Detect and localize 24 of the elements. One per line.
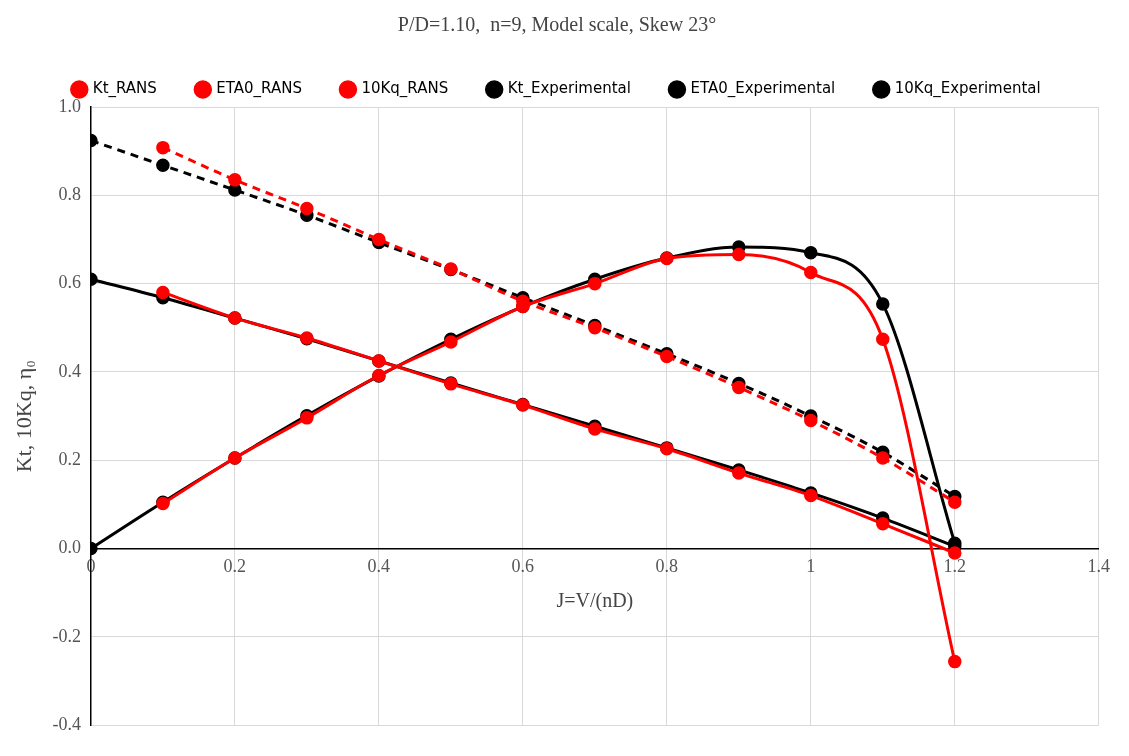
y-tick-label: -0.4 bbox=[52, 713, 81, 734]
y-tick-label: 0.6 bbox=[58, 272, 81, 293]
y-tick-label: 0.4 bbox=[58, 360, 81, 381]
legend-label: ETA0_Experimental bbox=[690, 79, 836, 99]
x-axis-title: J=V/(nD) bbox=[556, 589, 634, 613]
x-tick-label: 0.4 bbox=[367, 556, 391, 577]
y-axis-title: Kt, 10Kq, η₀ bbox=[10, 360, 36, 473]
y-tick-label: -0.2 bbox=[52, 625, 81, 646]
chart-title: P/D=1.10, n=9, Model scale, Skew 23° bbox=[397, 13, 717, 36]
x-tick-label: 1.4 bbox=[1087, 556, 1110, 577]
legend-label: 10Kq_RANS bbox=[361, 79, 449, 99]
y-tick-label: 0.2 bbox=[58, 448, 81, 469]
legend-label: Kt_RANS bbox=[92, 79, 157, 99]
y-tick-label: 0.8 bbox=[58, 184, 81, 205]
x-tick-label: 0.6 bbox=[511, 556, 535, 577]
legend-label: ETA0_RANS bbox=[216, 79, 302, 99]
x-tick-label: 1 bbox=[806, 556, 816, 577]
y-tick-label: 1.0 bbox=[58, 95, 81, 116]
y-tick-label: 0.0 bbox=[58, 537, 81, 558]
x-tick-label: 0.8 bbox=[655, 556, 679, 577]
legend-label: 10Kq_Experimental bbox=[894, 79, 1041, 99]
legend-label: Kt_Experimental bbox=[507, 79, 631, 99]
x-tick-label: 0.2 bbox=[223, 556, 247, 577]
x-tick-label: 1.2 bbox=[943, 556, 967, 577]
